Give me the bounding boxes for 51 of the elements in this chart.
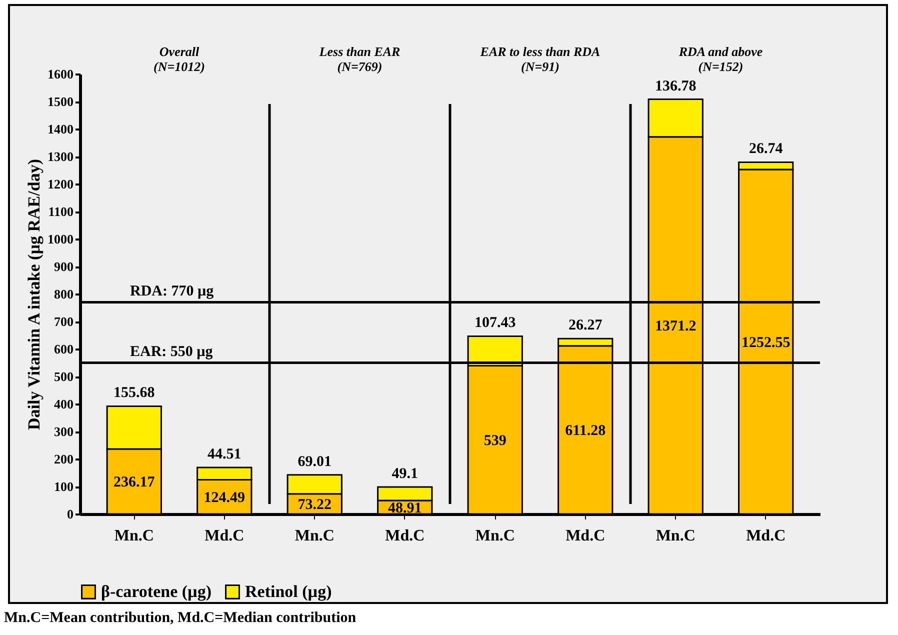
y-tick-label: 1000 <box>48 232 74 246</box>
data-label: 236.17 <box>114 474 156 491</box>
data-label: 611.28 <box>565 422 606 439</box>
data-label: 155.68 <box>114 385 155 402</box>
y-tick-label: 100 <box>54 479 74 494</box>
data-label: 136.78 <box>654 78 696 94</box>
x-tick-label: Md.C <box>385 528 425 544</box>
text: EAR to less than RDA (N=91) <box>479 44 601 74</box>
y-tick-label: 1200 <box>48 176 74 192</box>
y-tick-label: 400 <box>54 396 74 412</box>
y-tick-label: 300 <box>54 424 74 439</box>
y-tick-label: 1300 <box>48 149 74 164</box>
x-tick-label: Mn.C <box>656 528 696 544</box>
data-label: 49.1 <box>392 466 418 482</box>
y-tick-label: 700 <box>54 314 74 329</box>
y-tick-label: 900 <box>54 259 74 274</box>
y-tick-label: 500 <box>54 369 74 384</box>
data-label: 1252.55 <box>741 334 790 351</box>
text: RDA and above (N=152) <box>678 44 763 74</box>
legend-label: Retinol (µg) <box>245 582 332 601</box>
data-label: 73.22 <box>298 496 332 513</box>
y-tick-label: 1600 <box>48 66 74 82</box>
data-label: 26.27 <box>568 318 603 334</box>
data-label: 26.74 <box>748 141 784 158</box>
data-label: 107.43 <box>474 315 516 332</box>
y-tick-label: 800 <box>54 286 74 302</box>
text: Less than EAR (N=769) <box>318 44 401 74</box>
x-tick-label: Md.C <box>746 528 786 544</box>
y-tick-label: 1500 <box>48 94 74 109</box>
x-tick-label: Mn.C <box>114 528 154 544</box>
y-axis-title: Daily Vitamin A intake (µg RAE/day) <box>24 159 44 430</box>
y-tick-label: 600 <box>54 342 74 356</box>
data-label: 124.49 <box>204 490 246 506</box>
data-label: 539 <box>484 432 506 449</box>
data-label: 1371.2 <box>654 318 696 334</box>
x-tick-label: Mn.C <box>475 528 515 544</box>
text: Overall (N=1012) <box>154 44 206 74</box>
legend-label: β-carotene (µg) <box>101 582 212 601</box>
y-tick-label: 1100 <box>48 204 74 219</box>
x-tick-label: Md.C <box>566 528 606 544</box>
y-tick-label: 0 <box>67 506 74 522</box>
y-tick-label: 1400 <box>48 122 74 136</box>
y-tick-label: 200 <box>54 452 74 466</box>
x-tick-label: Mn.C <box>294 528 334 544</box>
data-label: 44.51 <box>208 446 242 463</box>
text: Mn.C=Mean contribution, Md.C=Median contribution <box>4 610 356 627</box>
ref-line-label: RDA: 770 µg <box>130 283 214 300</box>
data-label: 69.01 <box>298 454 332 470</box>
data-label: 48.91 <box>388 500 422 516</box>
x-tick-label: Md.C <box>204 528 244 544</box>
ref-line-label: EAR: 550 µg <box>130 344 214 360</box>
